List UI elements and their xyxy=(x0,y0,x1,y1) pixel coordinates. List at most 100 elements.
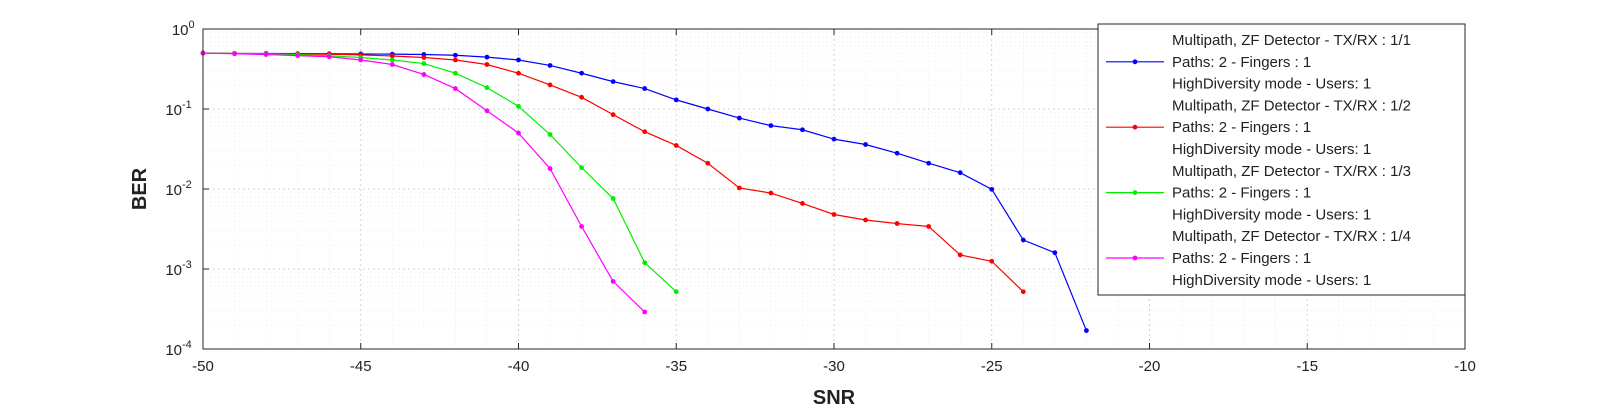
series-line xyxy=(202,52,677,293)
data-point xyxy=(579,70,584,76)
legend-entry: Multipath, ZF Detector - TX/RX : 1/4 Path… xyxy=(1106,228,1411,289)
legend-label-line: Paths: 2 - Fingers : 1 xyxy=(1172,119,1311,136)
legend-label-line: HighDiversity mode - Users: 1 xyxy=(1172,206,1371,223)
legend-label-line: Multipath, ZF Detector - TX/RX : 1/1 xyxy=(1172,32,1411,49)
data-point xyxy=(389,57,395,63)
data-point xyxy=(547,82,553,88)
data-point xyxy=(863,142,868,147)
data-point xyxy=(736,115,742,121)
legend-swatch-marker xyxy=(1132,190,1138,196)
x-axis-ticks: -50 -45 -40 -35 -30 -25 -20 -15 -10 xyxy=(192,29,1476,375)
data-point xyxy=(326,54,332,60)
y-axis-label: BER xyxy=(129,167,151,210)
data-point xyxy=(989,186,995,192)
legend-label-line: HighDiversity mode - Users: 1 xyxy=(1172,272,1371,289)
data-point xyxy=(926,160,932,166)
y-tick-exponent: 0 xyxy=(189,19,195,31)
data-point xyxy=(673,289,679,295)
data-point xyxy=(295,53,301,59)
data-point xyxy=(1052,250,1058,256)
data-point xyxy=(894,150,900,156)
data-point xyxy=(989,258,995,264)
data-point xyxy=(642,309,648,315)
data-point xyxy=(389,53,395,59)
x-tick-label: -10 xyxy=(1454,358,1476,375)
x-tick-label: -15 xyxy=(1296,358,1318,375)
legend-entry: Multipath, ZF Detector - TX/RX : 1/1 Path… xyxy=(1106,32,1411,93)
data-point xyxy=(642,260,648,266)
data-point xyxy=(453,70,458,76)
data-point xyxy=(1020,289,1026,295)
y-tick-exponent: -4 xyxy=(182,339,192,351)
data-point xyxy=(1020,237,1026,243)
data-point xyxy=(705,160,711,166)
data-point xyxy=(642,86,648,91)
data-point xyxy=(484,62,490,67)
data-point xyxy=(232,51,237,57)
data-point xyxy=(547,166,553,171)
data-point xyxy=(894,221,900,226)
legend-label-line: HighDiversity mode - Users: 1 xyxy=(1172,141,1371,158)
data-point xyxy=(358,57,364,63)
legend-swatch-marker xyxy=(1132,124,1138,130)
data-point xyxy=(610,278,616,284)
data-point xyxy=(800,127,805,133)
data-point xyxy=(831,136,837,142)
legend-box xyxy=(1097,23,1466,296)
data-point xyxy=(673,97,679,103)
data-point xyxy=(863,217,868,223)
x-tick-label: -25 xyxy=(981,358,1003,375)
data-point xyxy=(421,55,427,60)
legend-label-line: Paths: 2 - Fingers : 1 xyxy=(1172,54,1311,71)
data-point xyxy=(800,201,805,206)
legend-label-line: Multipath, ZF Detector - TX/RX : 1/4 xyxy=(1172,228,1411,245)
legend-entry: Multipath, ZF Detector - TX/RX : 1/2 Path… xyxy=(1106,97,1411,158)
data-point xyxy=(673,143,679,148)
y-tick-exponent: -3 xyxy=(182,259,192,271)
series-layer xyxy=(200,50,1089,333)
x-tick-label: -35 xyxy=(665,358,687,375)
y-tick-label: 10 xyxy=(165,182,182,199)
data-point xyxy=(579,224,584,229)
legend-swatch-marker xyxy=(1132,255,1138,261)
data-point xyxy=(516,57,521,63)
y-tick-label: 10 xyxy=(165,342,182,359)
data-point xyxy=(516,70,521,76)
data-point xyxy=(768,190,774,196)
data-point xyxy=(768,123,774,129)
data-point xyxy=(957,252,963,258)
data-point xyxy=(547,63,553,68)
legend: Multipath, ZF Detector - TX/RX : 1/1 Path… xyxy=(1097,23,1466,296)
x-tick-label: -45 xyxy=(350,358,372,375)
y-tick-label: 10 xyxy=(165,262,182,279)
data-point xyxy=(421,72,427,77)
y-tick-exponent: -1 xyxy=(182,99,192,111)
data-point xyxy=(484,85,490,91)
data-point xyxy=(453,52,458,58)
data-point xyxy=(610,79,616,85)
data-point xyxy=(579,165,584,171)
data-point xyxy=(453,86,458,91)
data-point xyxy=(926,224,932,229)
data-point xyxy=(547,132,553,137)
x-tick-label: -40 xyxy=(508,358,530,375)
legend-label-line: Paths: 2 - Fingers : 1 xyxy=(1172,250,1311,267)
data-point xyxy=(484,54,490,60)
data-point xyxy=(516,103,521,109)
y-tick-label: 10 xyxy=(172,22,189,39)
legend-entry: Multipath, ZF Detector - TX/RX : 1/3 Path… xyxy=(1106,163,1411,223)
data-point xyxy=(610,196,616,201)
data-point xyxy=(484,108,490,114)
data-point xyxy=(831,212,837,217)
data-point xyxy=(516,130,521,136)
x-axis-label: SNR xyxy=(813,387,856,406)
legend-label-line: Multipath, ZF Detector - TX/RX : 1/2 xyxy=(1172,97,1411,114)
data-point xyxy=(610,112,616,118)
data-point xyxy=(453,57,458,63)
legend-label-line: HighDiversity mode - Users: 1 xyxy=(1172,76,1371,93)
data-point xyxy=(263,52,269,57)
legend-label-line: Paths: 2 - Fingers : 1 xyxy=(1172,185,1311,202)
data-point xyxy=(579,94,584,100)
y-tick-label: 10 xyxy=(165,102,182,119)
